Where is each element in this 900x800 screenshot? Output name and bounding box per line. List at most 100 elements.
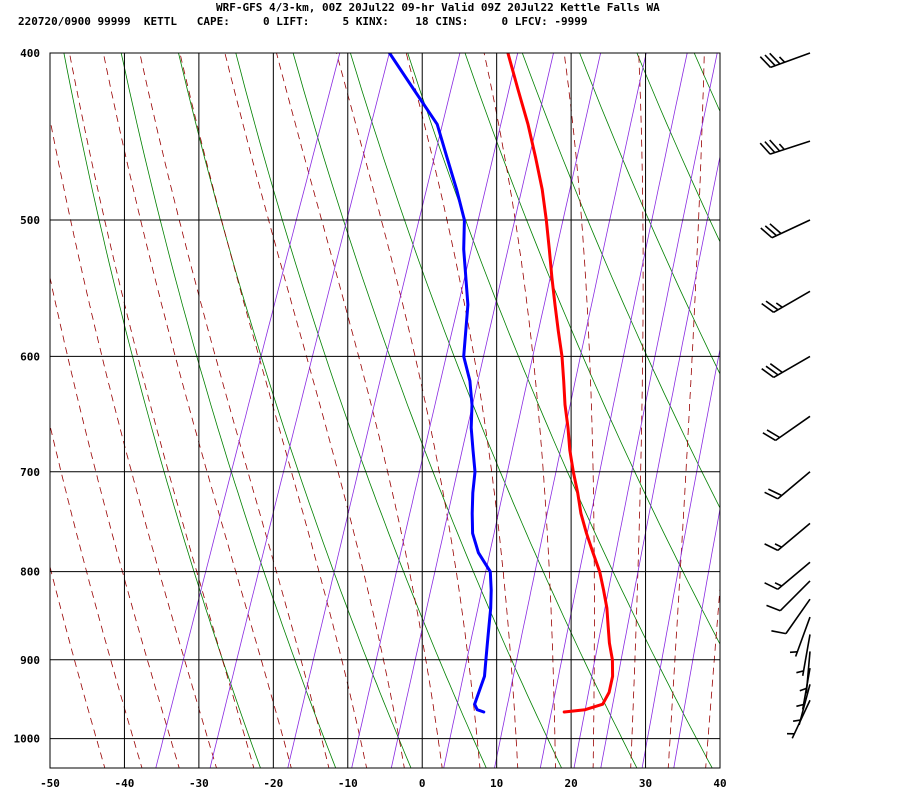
wind-barb	[759, 139, 811, 155]
dry-adiabat-line	[521, 53, 720, 509]
mixing-ratio-line	[209, 53, 390, 768]
wind-barb-feather	[774, 543, 783, 548]
dry-adiabat-line	[734, 15, 900, 783]
wind-barb-feather	[766, 604, 781, 612]
wind-barb-shaft	[791, 699, 811, 739]
plot-border	[49, 52, 721, 769]
mixing-ratio-line	[539, 53, 688, 768]
moist-adiabat-line	[336, 53, 481, 768]
wind-barb-feather	[764, 141, 776, 154]
dry-adiabat-line	[636, 53, 720, 243]
moist-adiabat-line	[50, 275, 180, 768]
wind-barb-feather	[768, 488, 783, 497]
wind-barb	[786, 699, 811, 739]
wind-barb-shaft	[801, 634, 811, 676]
y-tick-label: 800	[20, 566, 40, 579]
wind-barb-shaft	[777, 471, 811, 500]
y-tick-label: 400	[20, 47, 40, 60]
wind-barb	[796, 634, 811, 676]
wind-barb-feather	[778, 143, 785, 151]
dry-adiabat-line	[464, 53, 720, 645]
wind-barb-feather	[769, 139, 781, 152]
station-stats: 220720/0900 99999 KETTL CAPE: 0 LIFT: 5 …	[18, 15, 588, 28]
grid	[50, 52, 720, 768]
temperature-profile-line	[506, 53, 615, 714]
plot-frame	[49, 52, 721, 769]
dewpoint-profile-line	[388, 53, 493, 714]
x-tick-label: 20	[564, 777, 577, 790]
wind-barb-feather	[792, 719, 801, 722]
wind-barb-feather	[765, 300, 779, 311]
mixing-ratio-line	[673, 506, 720, 768]
wind-barb	[771, 598, 811, 635]
x-tick-label: -10	[338, 777, 358, 790]
wind-barb-shaft	[770, 52, 811, 69]
moist-adiabat-line	[50, 423, 143, 768]
moist-adiabat-line	[405, 53, 519, 768]
x-tick-label: 10	[490, 777, 503, 790]
wind-barb-feather	[778, 56, 786, 63]
wind-barb	[789, 616, 811, 657]
wind-barb	[760, 219, 811, 239]
moist-adiabat-line	[224, 53, 405, 768]
wind-barb	[764, 471, 811, 500]
wind-barb-feather	[764, 582, 779, 591]
dry-adiabat-line	[63, 53, 261, 768]
mixing-ratio-line	[641, 346, 720, 768]
mixing-ratio-line	[600, 154, 720, 768]
moist-adiabat-line	[705, 582, 720, 768]
wind-barb	[761, 355, 811, 379]
wind-barb-feather	[764, 225, 778, 237]
wind-barb	[761, 290, 811, 313]
wind-barb-feather	[759, 56, 772, 68]
wind-barb-shaft	[779, 580, 811, 612]
wind-barb-shaft	[773, 290, 811, 313]
y-tick-label: 900	[20, 654, 40, 667]
profiles	[388, 53, 615, 714]
mixing-ratio-line	[351, 53, 519, 768]
wind-barb-feather	[765, 365, 779, 376]
dry-adiabat-line	[693, 53, 720, 113]
x-tick-label: 30	[639, 777, 652, 790]
wind-barb-shaft	[785, 598, 811, 635]
wind-barb	[766, 580, 811, 612]
wind-barb-feather	[764, 543, 779, 552]
dry-adiabat-line	[178, 53, 412, 768]
wind-barb	[796, 667, 811, 710]
wind-barb-shaft	[773, 355, 811, 379]
wind-barb-feather	[769, 363, 783, 374]
mixing-ratio-line	[390, 53, 554, 768]
wind-barb-shaft	[769, 140, 811, 155]
dry-adiabat-line	[349, 53, 638, 768]
dry-adiabat-line	[847, 15, 900, 783]
wind-barb-feather	[764, 54, 776, 67]
x-tick-label: 0	[419, 777, 426, 790]
wind-barb-feather	[762, 432, 777, 442]
x-tick-label: 40	[713, 777, 726, 790]
background-lines	[50, 15, 900, 783]
wind-barb-shaft	[775, 415, 811, 442]
moist-adiabat-line	[276, 53, 443, 768]
header: WRF-GFS 4/3-km, 00Z 20Jul22 09-hr Valid …	[0, 0, 900, 30]
x-tick-label: -30	[189, 777, 209, 790]
wind-barb-shaft	[777, 522, 811, 551]
wind-barb-shaft	[794, 616, 811, 657]
y-tick-label: 1000	[14, 733, 41, 746]
moist-adiabat-line	[69, 53, 255, 768]
wind-barb	[764, 561, 811, 591]
mixing-ratio-line	[155, 53, 341, 768]
moist-adiabat-line	[102, 53, 292, 768]
wind-barb-feather	[764, 491, 779, 500]
wind-barb-feather	[761, 302, 775, 313]
dry-adiabat-line	[235, 53, 487, 768]
moist-adiabat-line	[139, 53, 330, 768]
wind-barb-feather	[774, 582, 783, 587]
x-tick-label: -50	[40, 777, 60, 790]
x-tick-label: -40	[115, 777, 135, 790]
moist-adiabat-line	[50, 117, 217, 768]
wind-barb-feather	[760, 227, 773, 239]
wind-barb-shaft	[771, 219, 811, 239]
wind-barb-feather	[796, 703, 804, 708]
mixing-ratio-line	[443, 53, 602, 768]
